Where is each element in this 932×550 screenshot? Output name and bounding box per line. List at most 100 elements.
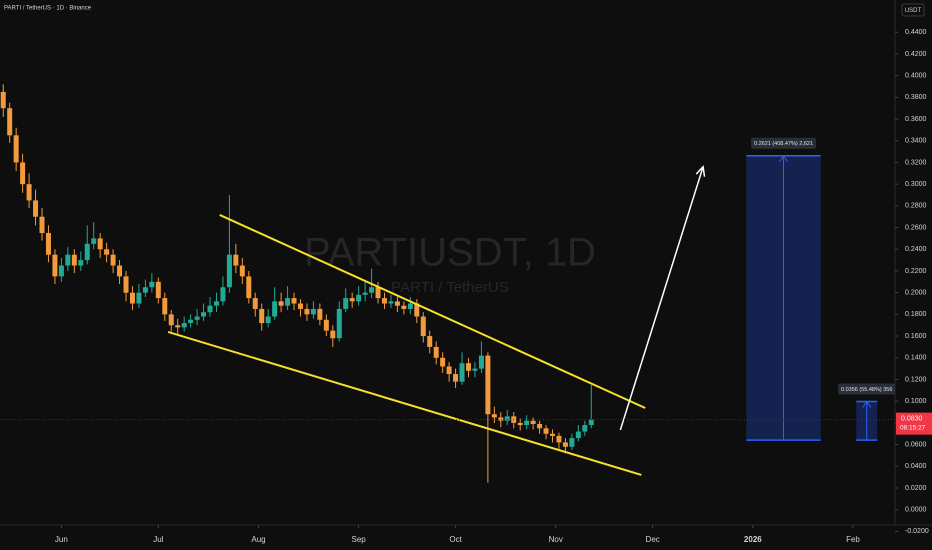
candle-body	[278, 301, 284, 306]
currency-box[interactable]	[901, 3, 925, 17]
candle-body	[26, 184, 32, 201]
candle-body	[478, 355, 484, 369]
candle-body	[78, 260, 84, 266]
candle-body	[117, 265, 123, 277]
candle-body	[239, 265, 245, 277]
countdown: 08:15:27	[900, 424, 926, 431]
candle-body	[291, 298, 297, 304]
y-tick-label: 0.2200	[905, 268, 927, 275]
candle-body	[446, 366, 452, 375]
candle-body	[97, 238, 103, 250]
candle-body	[0, 91, 6, 109]
y-tick-label: 0.1200	[905, 376, 927, 383]
y-tick-label: 0.4400	[905, 29, 927, 36]
last-price-box	[896, 412, 932, 435]
x-tick-label: Oct	[449, 535, 462, 544]
candle-body	[188, 319, 194, 324]
candle-body	[407, 303, 413, 309]
y-tick-label: 0.3000	[905, 181, 927, 188]
candle-body	[265, 316, 271, 324]
candle-body	[582, 425, 588, 432]
candle-body	[20, 162, 26, 185]
currency[interactable]: USDT	[905, 8, 922, 14]
candle-body	[110, 254, 116, 266]
x-tick-label: Dec	[646, 535, 660, 544]
position-arrowhead	[862, 400, 872, 408]
candle-body	[84, 243, 90, 261]
candle-body	[13, 135, 19, 163]
candle-body	[388, 301, 394, 304]
candle-body	[349, 298, 355, 302]
y-tick-label: 0.3200	[905, 159, 927, 166]
arrow	[619, 166, 704, 431]
x-tick-label: Sep	[352, 535, 367, 544]
y-tick-label: 0.3800	[905, 94, 927, 101]
candle-body	[491, 414, 497, 418]
y-tick-label: 0.4200	[905, 51, 927, 58]
candle-body	[485, 355, 491, 415]
candle-body	[272, 301, 278, 317]
position-label: 0.2621 (408.47%) 2,621	[754, 141, 813, 147]
candle-body	[297, 303, 303, 309]
y-tick-label: 0.3400	[905, 138, 927, 145]
candle-body	[168, 314, 174, 326]
candle-body	[58, 265, 64, 277]
position-label-box	[838, 383, 896, 395]
candle-body	[401, 305, 407, 309]
candle-body	[65, 254, 71, 266]
candle-body	[588, 419, 594, 426]
candle-body	[7, 108, 13, 136]
chart-title: PARTI / TetherUS · 1D · Binance	[4, 6, 92, 12]
candle-body	[420, 316, 426, 337]
candle-body	[104, 249, 110, 255]
watermark-subtitle: PARTI / TetherUS	[391, 279, 509, 296]
candle-body	[310, 308, 316, 315]
x-tick-label: Feb	[846, 535, 860, 544]
watermark: PARTIUSDT, 1D	[304, 231, 596, 275]
x-tick-label: Aug	[251, 535, 265, 544]
candle-body	[369, 287, 375, 293]
y-tick-label: 0.0400	[905, 463, 927, 470]
candle-body	[343, 298, 349, 309]
candle-body	[45, 232, 51, 255]
candle-body	[220, 287, 226, 302]
y-tick-label: 0.1800	[905, 311, 927, 318]
candle-body	[453, 374, 459, 382]
candle-body	[459, 363, 465, 382]
candle-body	[91, 238, 97, 244]
candle-body	[530, 420, 536, 424]
price-axis	[895, 0, 932, 550]
candle-body	[356, 294, 362, 302]
candle-body	[472, 368, 478, 371]
x-tick-label: Nov	[549, 535, 563, 544]
candle-body	[524, 420, 530, 426]
position-arrowhead	[779, 154, 788, 162]
trendline	[167, 330, 642, 476]
candle-body	[330, 330, 336, 339]
candle-body	[427, 336, 433, 347]
candle-body	[381, 298, 387, 304]
candle-body	[323, 319, 329, 331]
candle-body	[543, 428, 549, 434]
y-tick-label: 0.2400	[905, 246, 927, 253]
candle-body	[466, 363, 472, 371]
candle-body	[71, 254, 77, 266]
candle-body	[181, 323, 187, 328]
candle-body	[562, 442, 568, 447]
candle-body	[375, 287, 381, 299]
candle-body	[414, 303, 420, 317]
x-tick-label: Jun	[55, 535, 68, 544]
candle-body	[194, 316, 200, 320]
candle-body	[504, 416, 510, 421]
candle-body	[149, 281, 155, 288]
candle-body	[317, 308, 323, 320]
candle-body	[498, 417, 504, 421]
candle-body	[123, 276, 129, 293]
y-tick-label: 0.0200	[905, 485, 927, 492]
y-tick-label: 0.4000	[905, 72, 927, 79]
candle-body	[213, 301, 219, 306]
candle-body	[52, 254, 58, 277]
candle-body	[252, 298, 258, 309]
y-tick-label: 0.1400	[905, 355, 927, 362]
